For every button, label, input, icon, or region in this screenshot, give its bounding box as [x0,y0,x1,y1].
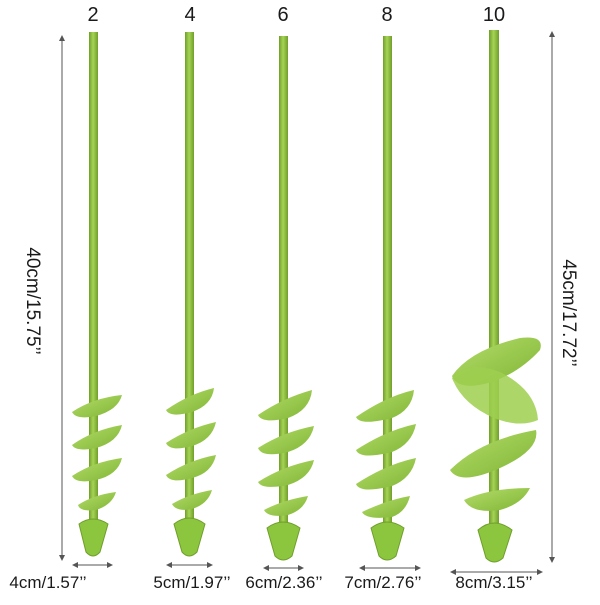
height-label-left: 40cm/15.75’’ [22,247,43,355]
auger-size-label: 6 [277,4,289,26]
auger-width-label: 5cm/1.97’’ [153,573,231,592]
auger-width-label: 4cm/1.57’’ [9,573,87,592]
auger-2 [72,32,122,568]
auger-size-label: 10 [482,4,506,26]
auger-10 [450,30,543,575]
auger-8 [356,36,421,571]
auger-6 [258,36,314,571]
auger-width-label: 8cm/3.15’’ [455,573,533,592]
auger-size-label: 2 [87,4,99,26]
auger-size-label: 4 [184,4,196,26]
auger-width-label: 7cm/2.76’’ [344,573,422,592]
auger-size-label: 8 [381,4,393,26]
auger-4 [166,32,216,568]
height-label-right: 45cm/17.72’’ [558,259,579,367]
auger-width-label: 6cm/2.36’’ [245,573,323,592]
